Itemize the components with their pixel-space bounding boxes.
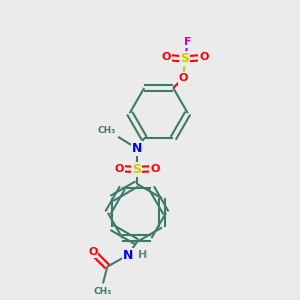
Text: CH₃: CH₃: [94, 287, 112, 296]
Text: CH₃: CH₃: [98, 126, 116, 135]
Text: H: H: [138, 250, 148, 260]
Text: O: O: [114, 164, 124, 174]
Text: N: N: [123, 248, 134, 262]
Text: O: O: [88, 247, 98, 257]
Text: O: O: [199, 52, 208, 62]
Text: S: S: [180, 52, 189, 65]
Text: O: O: [179, 73, 188, 83]
Text: S: S: [132, 163, 141, 176]
Text: O: O: [150, 164, 160, 174]
Text: F: F: [184, 37, 191, 47]
Text: O: O: [161, 52, 171, 62]
Text: N: N: [132, 142, 142, 155]
